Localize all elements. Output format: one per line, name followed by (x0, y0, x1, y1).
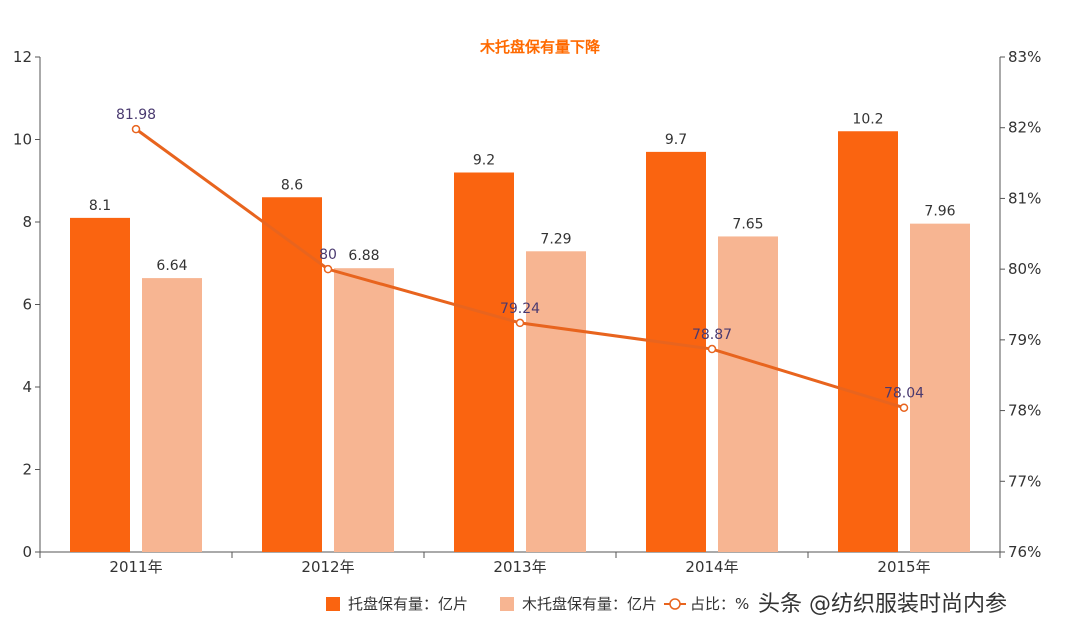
bar (718, 236, 778, 552)
bar-value-label: 7.29 (540, 231, 571, 247)
y-left-tick-label: 10 (13, 131, 32, 149)
y-left-tick-label: 8 (22, 213, 32, 231)
line-point (323, 264, 333, 274)
line-value-label: 80 (319, 247, 337, 263)
bar-value-label: 6.64 (156, 258, 187, 274)
x-tick-label: 2015年 (877, 558, 930, 576)
bar-value-label: 6.88 (348, 248, 379, 264)
bar-value-label: 7.65 (732, 216, 763, 232)
legend: 托盘保有量：亿片 木托盘保有量：亿片 占比：% (326, 595, 749, 613)
bar-value-label: 9.7 (665, 132, 687, 148)
y-left-tick-label: 2 (22, 461, 32, 479)
bar (454, 172, 514, 552)
watermark: 头条 @纺织服装时尚内参 (752, 584, 1068, 620)
line-value-label: 79.24 (500, 301, 540, 317)
legend-swatch (326, 597, 340, 611)
bar (262, 197, 322, 552)
y-right-tick-label: 83% (1008, 48, 1041, 66)
line-value-label: 78.04 (884, 386, 924, 402)
bar (142, 278, 202, 552)
y-left-tick-label: 12 (13, 48, 32, 66)
y-left-tick-label: 4 (22, 378, 32, 396)
bar-value-label: 7.96 (924, 204, 955, 220)
bar (334, 268, 394, 552)
y-right-tick-label: 79% (1008, 331, 1041, 349)
bar (526, 251, 586, 552)
line-value-label: 81.98 (116, 107, 156, 123)
y-right-tick-label: 76% (1008, 543, 1041, 561)
ratio-line: 81.98 80 79.24 78.87 78.04 (116, 107, 924, 412)
x-tick-label: 2014年 (685, 558, 738, 576)
line-value-label: 78.87 (692, 327, 732, 343)
bar (838, 131, 898, 552)
y-right-tick-label: 81% (1008, 189, 1041, 207)
axes: 0 2 4 6 8 10 12 76% 77% 78% 79% 80% 81% 82% 83% 2011年 20… (13, 48, 1041, 576)
y-left-tick-label: 0 (22, 543, 32, 561)
y-right-tick-label: 77% (1008, 472, 1041, 490)
y-left-tick-label: 6 (22, 296, 32, 314)
chart-title: 木托盘保有量下降 (479, 38, 601, 56)
bar (646, 151, 706, 552)
x-tick-label: 2013年 (493, 558, 546, 576)
x-tick-label: 2011年 (109, 558, 162, 576)
line-point (515, 318, 525, 328)
line-point (707, 344, 717, 354)
legend-label: 托盘保有量：亿片 (348, 595, 468, 613)
y-right-tick-label: 78% (1008, 402, 1041, 420)
bar (910, 223, 970, 552)
bar-value-label: 10.2 (852, 111, 883, 127)
bar (70, 217, 130, 552)
bar-value-label: 8.1 (89, 198, 111, 214)
bars: 8.1 8.6 9.2 9.7 10.2 6.64 6.88 7.29 7.65 7.96 (70, 111, 970, 552)
ratio-line-path (135, 127, 905, 410)
legend-label: 占比：% (690, 595, 749, 613)
watermark-background (752, 584, 1068, 620)
y-right-tick-label: 82% (1008, 119, 1041, 137)
bar-value-label: 8.6 (281, 177, 303, 193)
legend-marker (669, 598, 681, 610)
line-point (899, 403, 909, 412)
x-tick-label: 2012年 (301, 558, 354, 576)
line-point (131, 124, 141, 134)
legend-label: 木托盘保有量：亿片 (522, 595, 657, 613)
bar-value-label: 9.2 (473, 153, 495, 169)
y-right-tick-label: 80% (1008, 260, 1041, 278)
legend-swatch (500, 597, 514, 611)
watermark-text: 头条 @纺织服装时尚内参 (758, 592, 1007, 617)
